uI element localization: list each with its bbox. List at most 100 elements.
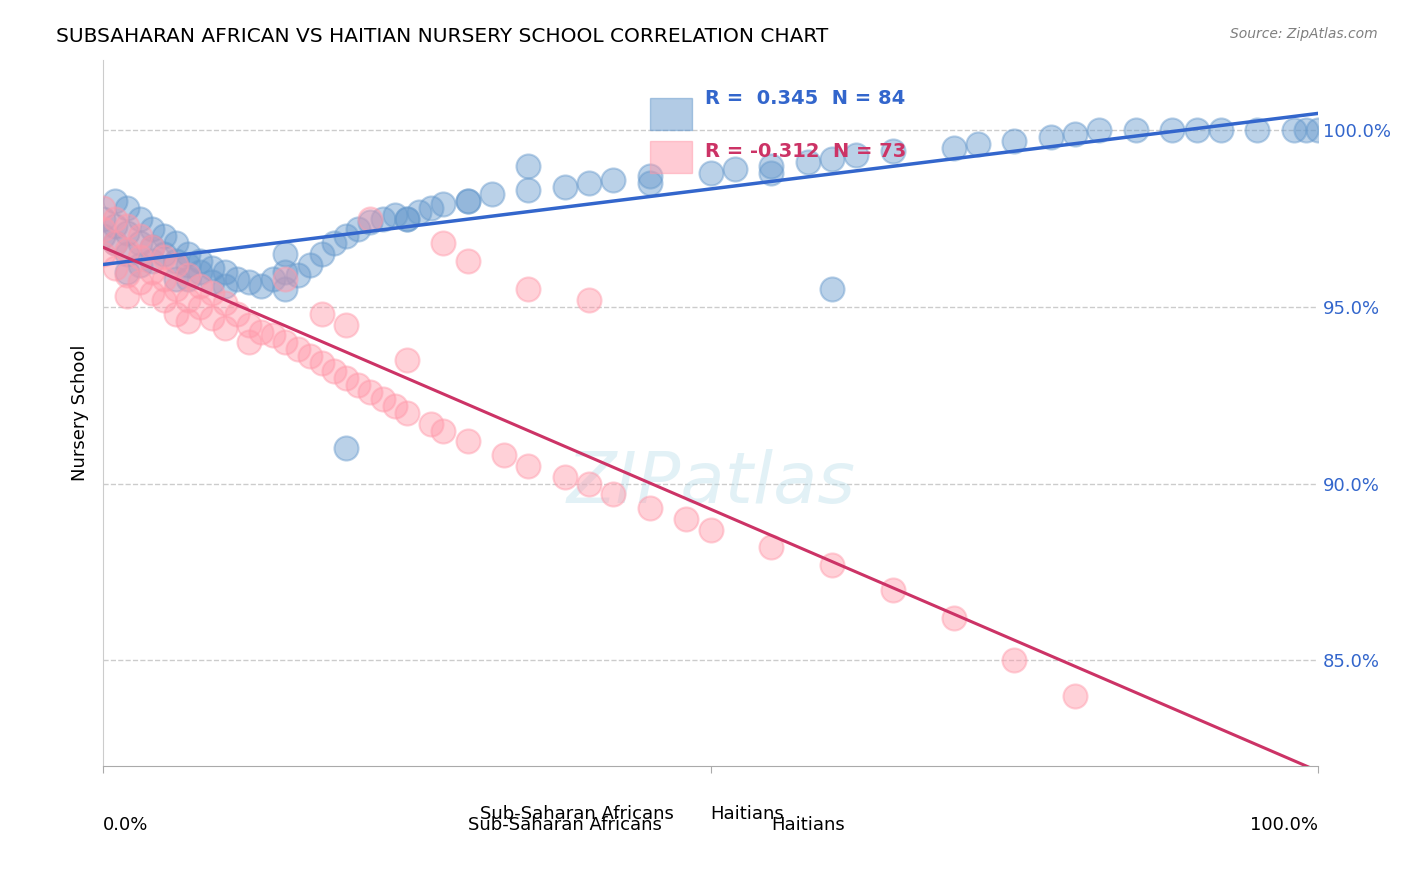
Point [578,476,600,491]
Point [177,258,200,272]
Point [238,318,260,332]
Point [517,282,540,296]
Text: SUBSAHARAN AFRICAN VS HAITIAN NURSERY SCHOOL CORRELATION CHART: SUBSAHARAN AFRICAN VS HAITIAN NURSERY SC… [56,27,828,45]
Point [311,357,333,371]
Point [517,458,540,473]
Point [117,265,139,279]
Point [188,265,211,279]
Point [457,254,479,268]
Point [201,275,224,289]
Point [177,268,200,282]
Point [153,271,176,285]
Point [117,268,139,282]
Point [141,222,163,236]
Point [177,293,200,307]
Point [141,240,163,254]
Point [638,176,661,190]
Point [1282,123,1305,137]
Point [1308,123,1330,137]
Point [117,219,139,233]
Point [141,265,163,279]
Point [128,258,150,272]
Point [177,247,200,261]
Point [153,251,176,265]
Text: Haitians: Haitians [710,805,785,822]
Point [214,278,236,293]
Point [395,353,418,368]
Text: Sub-Saharan Africans: Sub-Saharan Africans [479,805,673,822]
Point [201,285,224,300]
Point [104,236,127,251]
Point [104,211,127,226]
Point [250,278,273,293]
Point [298,350,321,364]
Point [274,247,297,261]
Point [420,417,443,431]
Point [1161,123,1184,137]
Point [359,384,381,399]
Point [432,236,454,251]
Point [420,201,443,215]
Text: R =  0.345  N = 84: R = 0.345 N = 84 [704,89,905,108]
Point [214,296,236,310]
Point [128,236,150,251]
Point [699,166,721,180]
Point [117,289,139,303]
Point [250,325,273,339]
Point [323,236,346,251]
Point [298,258,321,272]
Point [238,335,260,350]
Point [359,215,381,229]
Point [274,271,297,285]
Point [165,258,187,272]
Point [91,247,114,261]
Point [165,282,187,296]
Point [395,211,418,226]
Point [335,229,357,244]
Point [165,307,187,321]
Point [602,487,624,501]
Point [384,399,406,413]
Point [128,229,150,244]
Point [274,282,297,296]
Point [141,285,163,300]
Point [177,314,200,328]
Point [882,145,904,159]
Point [724,162,747,177]
Point [554,469,576,483]
Point [214,265,236,279]
Point [104,261,127,276]
Point [287,268,309,282]
Point [408,204,430,219]
Point [481,186,503,201]
Point [117,226,139,240]
Point [347,377,370,392]
Point [1088,123,1111,137]
Point [797,155,820,169]
Point [335,370,357,384]
Point [117,247,139,261]
Point [311,247,333,261]
Point [104,194,127,208]
Point [761,166,783,180]
Point [942,611,965,625]
Point [153,229,176,244]
Point [165,254,187,268]
Point [699,523,721,537]
Point [1002,653,1025,667]
Text: 100.0%: 100.0% [1250,816,1319,834]
Point [188,254,211,268]
Point [1209,123,1232,137]
Point [323,363,346,377]
Point [274,335,297,350]
Point [1064,689,1087,703]
Point [554,179,576,194]
Point [1064,127,1087,141]
Point [967,137,990,152]
Point [188,278,211,293]
Point [201,310,224,325]
Point [335,318,357,332]
Point [882,582,904,597]
Point [225,271,247,285]
Point [262,271,284,285]
